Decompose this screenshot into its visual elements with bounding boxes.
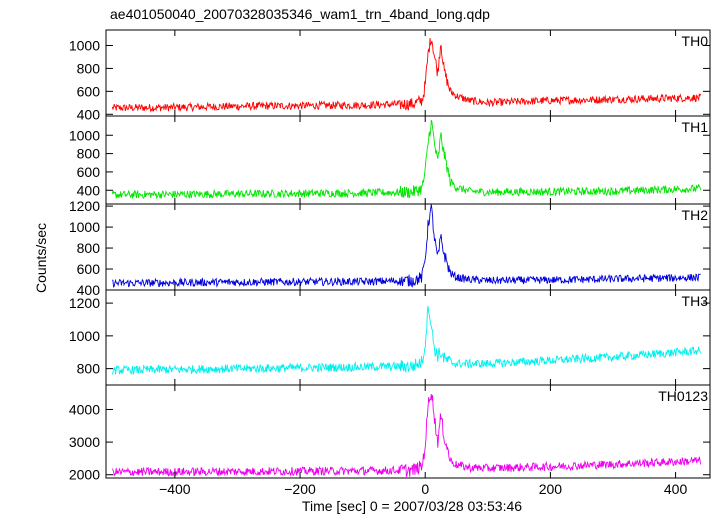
series-line-th0 <box>111 37 702 113</box>
y-tick-label: 1000 <box>69 37 100 53</box>
y-tick-label: 800 <box>77 60 101 76</box>
y-tick-label: 400 <box>77 282 101 298</box>
y-tick-label: 2000 <box>69 467 100 483</box>
chart-title: ae401050040_20070328035346_wam1_trn_4ban… <box>110 6 490 22</box>
panel-th3: 800 1000 1200 TH3 <box>69 289 711 386</box>
y-tick-label: 400 <box>77 106 101 122</box>
x-tick-label: −200 <box>284 481 316 497</box>
y-tick-label: 1000 <box>69 219 100 235</box>
series-line-th2 <box>112 204 701 288</box>
panel-th1: 400 600 800 1000 TH1 <box>69 115 711 205</box>
panel-frame <box>105 384 711 479</box>
panel-th2: 400 600 800 1000 1200 TH2 <box>69 198 711 298</box>
x-tick-label: 200 <box>539 481 563 497</box>
y-tick-label: 600 <box>77 261 101 277</box>
series-label-th2: TH2 <box>682 207 709 223</box>
series-line-th0123 <box>111 394 702 477</box>
panels-group: 400 600 800 1000 TH0 400 600 800 1000 TH1 400 600 80… <box>69 29 711 497</box>
series-label-th1: TH1 <box>682 119 709 135</box>
series-line-th3 <box>111 305 702 376</box>
panel-frame <box>105 29 711 117</box>
y-tick-label: 1200 <box>69 198 100 214</box>
series-label-th0: TH0 <box>682 33 709 49</box>
y-tick-label: 3000 <box>69 434 100 450</box>
x-tick-label: −400 <box>159 481 191 497</box>
y-tick-label: 400 <box>77 182 101 198</box>
y-tick-label: 600 <box>77 164 101 180</box>
y-tick-label: 600 <box>77 83 101 99</box>
panel-th0: 400 600 800 1000 TH0 <box>69 29 711 122</box>
y-tick-label: 1000 <box>69 127 100 143</box>
y-tick-label: 4000 <box>69 401 100 417</box>
y-axis-label: Counts/sec <box>33 223 49 293</box>
x-axis-label: Time [sec] 0 = 2007/03/28 03:53:46 <box>302 498 522 514</box>
x-tick-label: 400 <box>664 481 688 497</box>
panel-th0123: 2000 3000 4000 TH0123 <box>69 384 711 483</box>
series-line-th1 <box>111 119 702 200</box>
y-tick-label: 1200 <box>69 295 100 311</box>
x-tick-label: 0 <box>421 481 429 497</box>
series-label-th0123: TH0123 <box>658 388 708 404</box>
y-tick-label: 800 <box>77 146 101 162</box>
y-tick-label: 1000 <box>69 328 100 344</box>
series-label-th3: TH3 <box>682 293 709 309</box>
y-tick-label: 800 <box>77 240 101 256</box>
y-tick-label: 800 <box>77 361 101 377</box>
